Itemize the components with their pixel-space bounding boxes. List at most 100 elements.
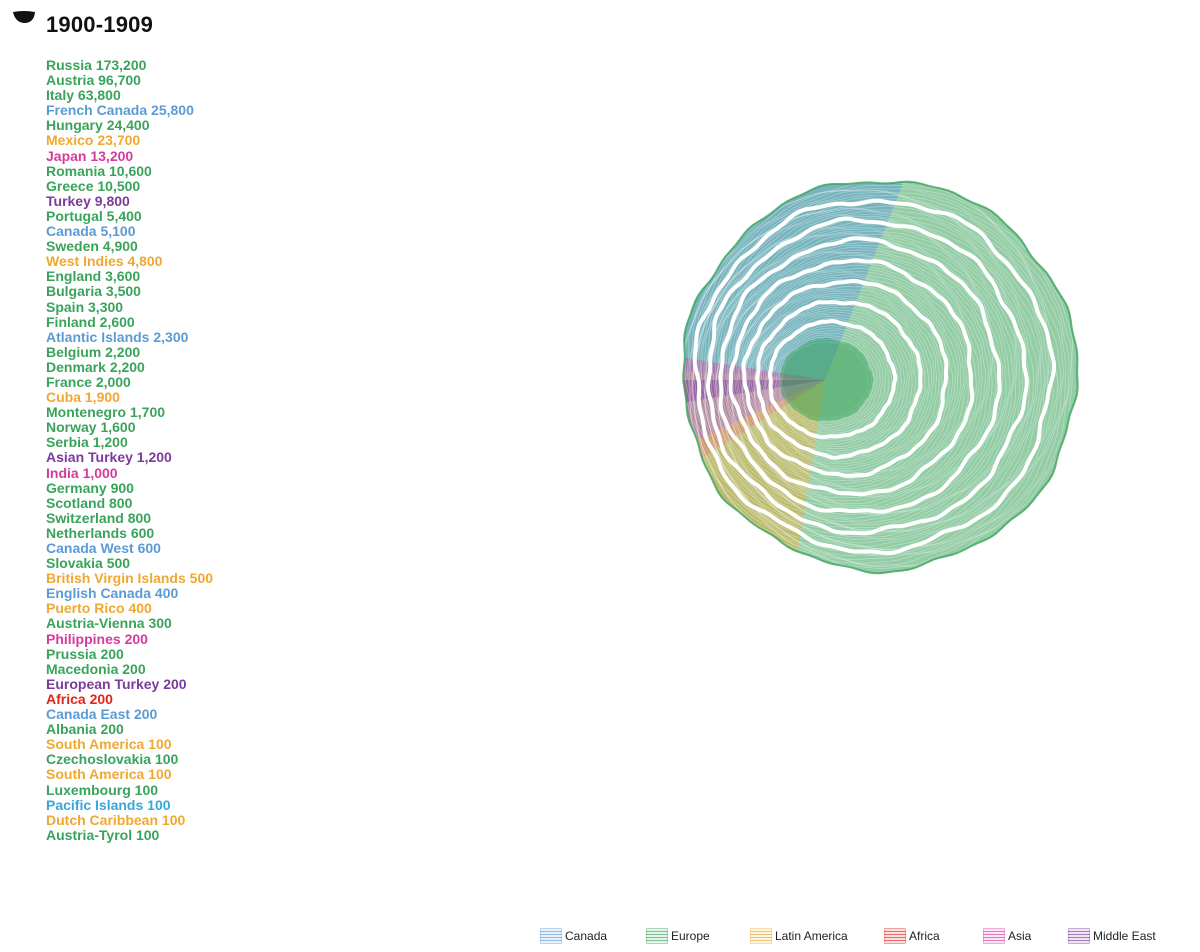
ring-texture-line xyxy=(772,327,886,432)
country-value: 2,000 xyxy=(95,373,131,390)
ring-texture-line xyxy=(704,215,1030,535)
country-entry: Africa 200 xyxy=(46,691,213,707)
legend-item[interactable]: Europe xyxy=(646,926,710,946)
ring-texture-line xyxy=(737,270,962,488)
decade-title: 1900-1909 xyxy=(46,12,154,37)
country-value: 25,800 xyxy=(151,102,194,119)
legend-item[interactable]: Asia xyxy=(983,926,1031,946)
ring-wedge-middle_east xyxy=(683,380,825,431)
country-name: Spain xyxy=(46,298,85,315)
country-name: European Turkey xyxy=(46,675,160,692)
country-entry: Slovakia 500 xyxy=(46,556,213,571)
country-entry: Montenegro 1,700 xyxy=(46,405,213,420)
half-circle-toggle-icon[interactable] xyxy=(12,10,36,24)
country-value: 800 xyxy=(127,509,152,526)
ring-texture-line xyxy=(684,184,1072,568)
ring-texture-line xyxy=(711,228,1016,526)
ring-texture-line xyxy=(753,295,930,463)
country-name: Portugal xyxy=(46,207,103,224)
legend-label: Europe xyxy=(671,929,710,943)
country-entry: Dutch Caribbean 100 xyxy=(46,811,213,828)
legend-item[interactable]: Africa xyxy=(884,926,940,946)
country-name: Greece xyxy=(46,177,94,194)
ring-texture-line xyxy=(765,314,906,446)
ring-texture-line xyxy=(754,296,926,460)
country-value: 500 xyxy=(106,555,131,572)
country-entry: England 3,600 xyxy=(46,269,213,284)
country-name: English Canada xyxy=(46,585,152,602)
ring-texture-line xyxy=(759,307,913,452)
country-value: 3,300 xyxy=(88,298,124,315)
ring-texture-line xyxy=(741,273,957,482)
country-name: Canada xyxy=(46,223,97,240)
country-name: Prussia xyxy=(46,645,97,662)
country-name: Pacific Islands xyxy=(46,796,144,813)
country-value: 400 xyxy=(154,585,179,602)
country-name: Montenegro xyxy=(46,404,127,421)
ring-texture-line xyxy=(777,334,878,426)
ring-core xyxy=(780,338,874,421)
country-value: 200 xyxy=(133,706,158,723)
country-value: 2,200 xyxy=(109,358,145,375)
country-value: 200 xyxy=(100,721,124,738)
country-entry: Atlantic Islands 2,300 xyxy=(46,329,213,345)
ring-texture-line xyxy=(716,233,1007,519)
country-entry: Russia 173,200 xyxy=(46,57,213,73)
country-name: Belgium xyxy=(46,343,102,360)
country-name: West Indies xyxy=(46,253,124,270)
country-name: Scotland xyxy=(46,494,106,511)
ring-texture-line xyxy=(747,286,940,472)
ring-texture-line xyxy=(701,209,1040,544)
country-entry: Puerto Rico 400 xyxy=(46,601,213,616)
country-value: 4,900 xyxy=(102,238,138,255)
country-name: Cuba xyxy=(46,389,81,406)
country-name: Denmark xyxy=(46,358,106,375)
ring-texture-line xyxy=(763,311,909,448)
country-value: 100 xyxy=(148,766,172,783)
country-entry: Asian Turkey 1,200 xyxy=(46,450,213,465)
country-name: French Canada xyxy=(46,102,148,119)
legend-item[interactable]: Canada xyxy=(540,926,607,946)
country-entry: Serbia 1,200 xyxy=(46,435,213,450)
country-entry: India 1,000 xyxy=(46,465,213,481)
growth-ring xyxy=(755,300,923,460)
ring-texture-line xyxy=(750,290,935,467)
region-legend: Canada Europe Latin America Africa Asia Middl… xyxy=(0,926,1200,946)
legend-item[interactable]: Latin America xyxy=(750,926,848,946)
country-name: South America xyxy=(46,766,145,783)
country-value: 100 xyxy=(134,781,159,798)
country-name: Canada West xyxy=(46,540,134,556)
ring-texture-line xyxy=(725,249,990,507)
legend-swatch xyxy=(1068,928,1090,944)
country-name: British Virgin Islands xyxy=(46,570,186,587)
country-value: 1,200 xyxy=(136,449,172,466)
country-value: 5,400 xyxy=(106,207,142,224)
country-name: Dutch Caribbean xyxy=(46,811,159,828)
country-entry: Austria-Tyrol 100 xyxy=(46,827,213,843)
country-value: 24,400 xyxy=(106,117,150,134)
country-value: 2,200 xyxy=(105,343,141,360)
country-entry: Mexico 23,700 xyxy=(46,133,213,148)
ring-texture-line xyxy=(736,267,965,490)
country-value: 9,800 xyxy=(94,192,130,209)
country-value: 100 xyxy=(148,736,172,753)
legend-label: Africa xyxy=(909,929,940,943)
country-list: Russia 173,200 Austria 96,700 Italy 63,800… xyxy=(46,57,213,843)
country-entry: European Turkey 200 xyxy=(46,675,213,692)
country-name: Hungary xyxy=(46,117,103,134)
legend-item[interactable]: Middle East xyxy=(1068,926,1156,946)
legend-swatch xyxy=(750,928,772,944)
growth-ring xyxy=(718,236,1002,514)
country-value: 10,600 xyxy=(109,162,152,179)
country-value: 1,700 xyxy=(130,404,166,421)
country-name: Austria xyxy=(46,72,95,89)
ring-outer-edge xyxy=(682,180,1079,575)
growth-ring xyxy=(692,198,1057,556)
ring-texture-line xyxy=(727,252,986,504)
country-entry: Japan 13,200 xyxy=(46,148,213,164)
country-entry: Austria-Vienna 300 xyxy=(46,616,213,631)
ring-texture-line xyxy=(766,315,902,443)
country-entry: Switzerland 800 xyxy=(46,509,213,526)
ring-texture-line xyxy=(690,190,1064,561)
